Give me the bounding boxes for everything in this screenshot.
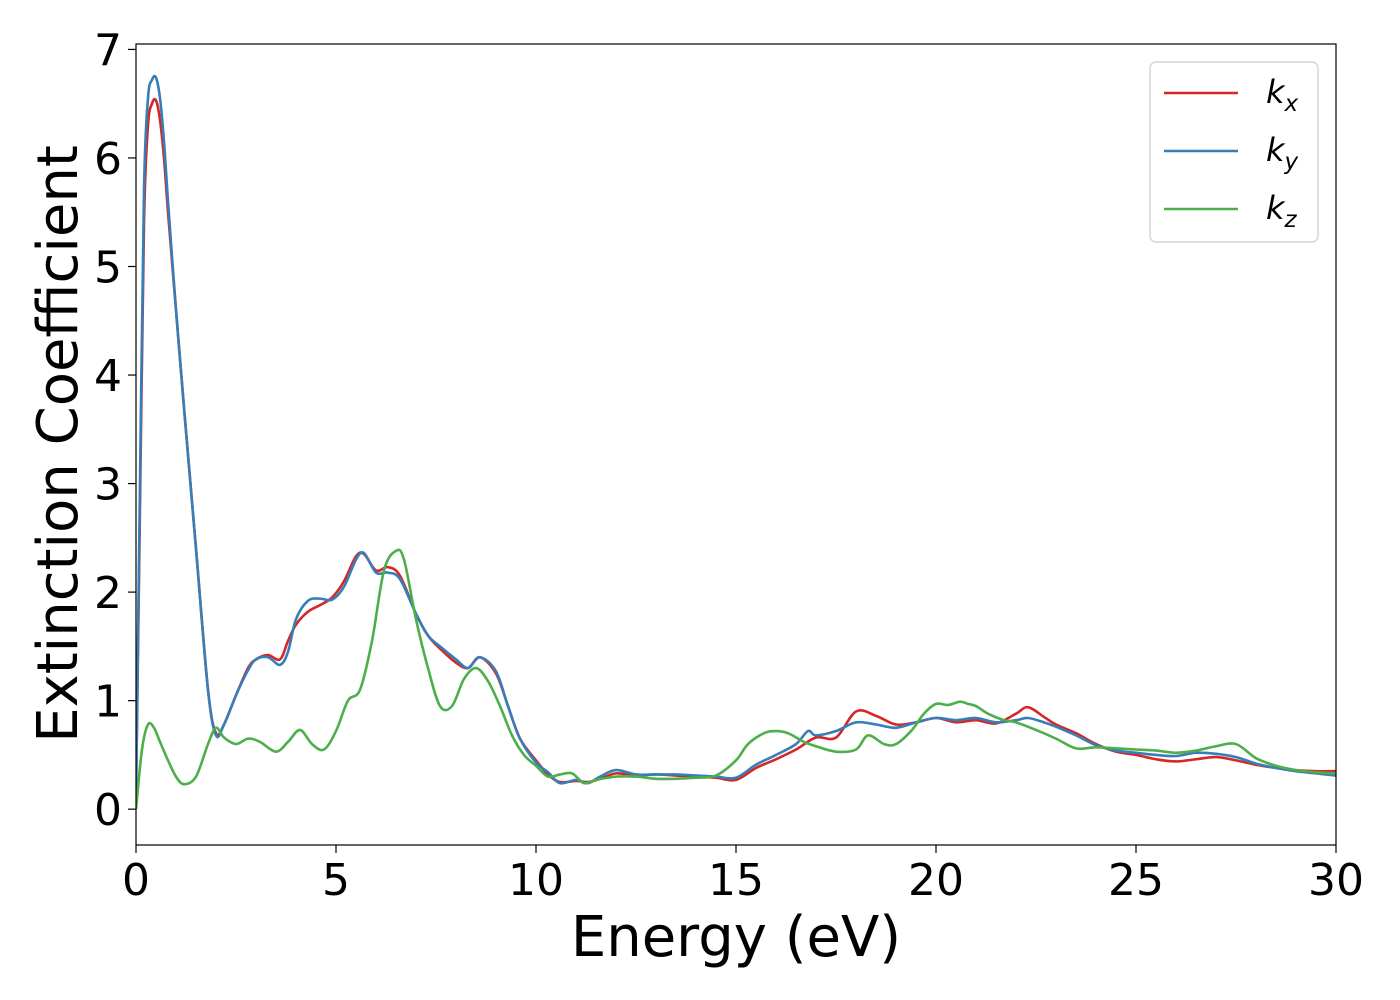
x-tick-label: 5 bbox=[322, 855, 350, 906]
y-tick-label: 0 bbox=[94, 785, 122, 836]
legend-label-x: kx bbox=[1266, 73, 1299, 117]
y-tick-label: 7 bbox=[94, 25, 122, 76]
plot-area bbox=[136, 74, 1336, 810]
axis-ticks: 0 5 10 15 20 25 30 0 1 2 3 4 5 6 7 bbox=[94, 25, 1364, 906]
x-axis-label: Energy (eV) bbox=[571, 905, 901, 970]
series-line-y bbox=[136, 74, 1336, 799]
y-tick-label: 1 bbox=[94, 677, 122, 728]
y-tick-label: 6 bbox=[94, 134, 122, 185]
x-tick-label: 30 bbox=[1308, 855, 1364, 906]
y-tick-label: 4 bbox=[94, 351, 122, 402]
x-tick-label: 10 bbox=[508, 855, 564, 906]
y-tick-label: 2 bbox=[94, 568, 122, 619]
y-tick-label: 3 bbox=[94, 460, 122, 511]
legend-label-y: ky bbox=[1266, 131, 1299, 175]
y-tick-label: 5 bbox=[94, 243, 122, 294]
series-line-z bbox=[136, 548, 1336, 810]
x-tick-label: 20 bbox=[908, 855, 964, 906]
y-axis-label: Extinction Coefficient bbox=[26, 145, 91, 743]
x-tick-label: 15 bbox=[708, 855, 764, 906]
x-tick-label: 25 bbox=[1108, 855, 1164, 906]
x-tick-label: 0 bbox=[122, 855, 150, 906]
